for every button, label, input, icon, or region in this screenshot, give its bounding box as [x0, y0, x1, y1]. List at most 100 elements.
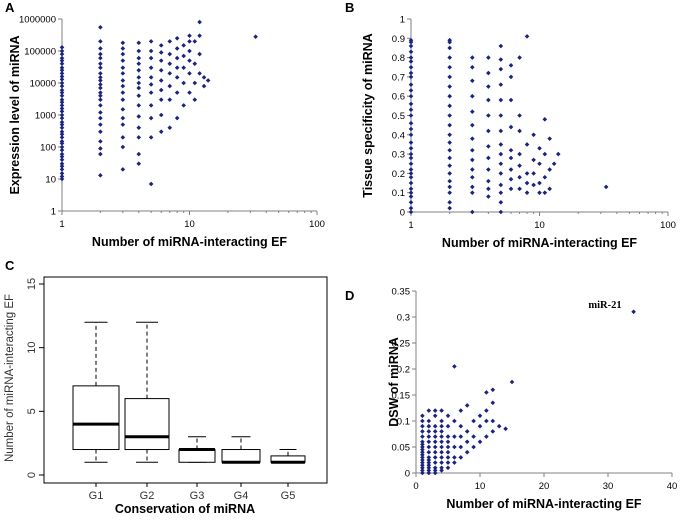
y-tick-label: 0.25 — [392, 339, 411, 350]
data-point — [490, 418, 496, 424]
data-point — [136, 80, 142, 86]
panel-label: C — [5, 258, 15, 273]
data-point — [445, 465, 451, 471]
data-point — [167, 39, 173, 44]
data-point — [426, 408, 432, 413]
data-point — [498, 66, 504, 72]
data-point — [59, 176, 65, 182]
data-point — [452, 455, 457, 460]
data-point — [447, 155, 452, 161]
panel-label: D — [345, 288, 354, 303]
data-point — [59, 67, 65, 73]
category-label: G2 — [140, 490, 155, 502]
data-point — [432, 444, 438, 450]
data-point — [59, 65, 65, 71]
y-tick-label: 15 — [26, 278, 38, 290]
data-point — [439, 455, 444, 460]
x-tick-label: 1 — [59, 219, 64, 230]
y-tick-label: 0.5 — [392, 111, 405, 122]
data-point — [59, 125, 65, 131]
data-point — [98, 78, 103, 83]
y-tick-label: 0.3 — [392, 150, 405, 161]
data-point — [470, 167, 475, 172]
data-point — [136, 85, 142, 91]
data-point — [408, 151, 414, 157]
data-point — [470, 93, 475, 99]
data-point — [59, 48, 65, 54]
data-point — [120, 65, 126, 71]
data-point — [517, 163, 522, 168]
data-point — [408, 126, 414, 132]
data-point — [537, 161, 542, 167]
data-point — [59, 103, 65, 108]
data-point — [408, 171, 414, 176]
data-point — [498, 97, 504, 103]
panel-b: B 1 10 100 0 0.1 0.2 0.3 0.4 0.5 0.6 0.7 0.8 0.9 1 Numb… — [345, 0, 676, 250]
data-point — [59, 87, 65, 93]
box-g5: G5 — [270, 449, 306, 502]
data-point — [439, 465, 444, 471]
data-point — [484, 418, 489, 424]
data-point — [470, 209, 475, 215]
data-point — [136, 61, 142, 67]
data-point — [120, 71, 126, 76]
data-point — [59, 167, 65, 172]
data-point — [59, 129, 65, 135]
data-point — [508, 155, 514, 161]
data-point — [187, 90, 192, 95]
data-point — [503, 426, 508, 432]
data-point — [59, 51, 65, 57]
data-point — [517, 128, 522, 134]
data-point — [439, 439, 444, 445]
data-point — [542, 117, 548, 122]
data-point — [508, 147, 514, 153]
box-g2: G2 — [124, 321, 170, 502]
x-axis-title: Number of miRNA-interacting EF — [442, 236, 638, 250]
data-point — [59, 154, 65, 159]
data-point — [167, 125, 173, 131]
y-tick-label: 1 — [51, 207, 56, 218]
data-point — [486, 186, 491, 192]
data-point — [420, 413, 425, 419]
data-point — [447, 84, 452, 89]
data-point — [59, 106, 65, 111]
data-point — [470, 109, 475, 114]
data-point — [98, 122, 103, 127]
data-point — [420, 423, 425, 429]
data-point — [174, 75, 180, 80]
data-point — [408, 205, 414, 211]
data-point — [59, 74, 65, 79]
data-point — [631, 309, 636, 315]
data-points — [408, 34, 609, 215]
data-point — [158, 87, 164, 93]
data-point — [439, 468, 444, 473]
data-point — [136, 75, 142, 80]
data-point — [484, 390, 489, 395]
data-point — [181, 65, 186, 71]
data-point — [432, 408, 438, 413]
data-point — [98, 97, 103, 103]
data-point — [408, 55, 414, 60]
y-tick-label: 10 — [26, 342, 38, 354]
data-point — [98, 55, 103, 61]
x-axis-title: Number of miRNA-interacting EF — [446, 497, 642, 511]
data-point — [477, 439, 483, 445]
data-point — [498, 171, 504, 176]
data-point — [120, 78, 126, 83]
data-point — [98, 146, 103, 151]
data-point — [498, 200, 504, 205]
data-point — [447, 178, 452, 184]
data-point — [174, 35, 180, 41]
data-point — [498, 57, 504, 62]
data-point — [498, 113, 504, 118]
data-point — [458, 455, 464, 460]
data-point — [59, 45, 65, 50]
data-point — [498, 151, 504, 157]
data-point — [158, 78, 164, 83]
data-point — [486, 70, 491, 76]
data-point — [426, 460, 432, 465]
data-point — [187, 39, 192, 44]
iqr-box — [124, 398, 170, 451]
data-point — [408, 140, 414, 145]
